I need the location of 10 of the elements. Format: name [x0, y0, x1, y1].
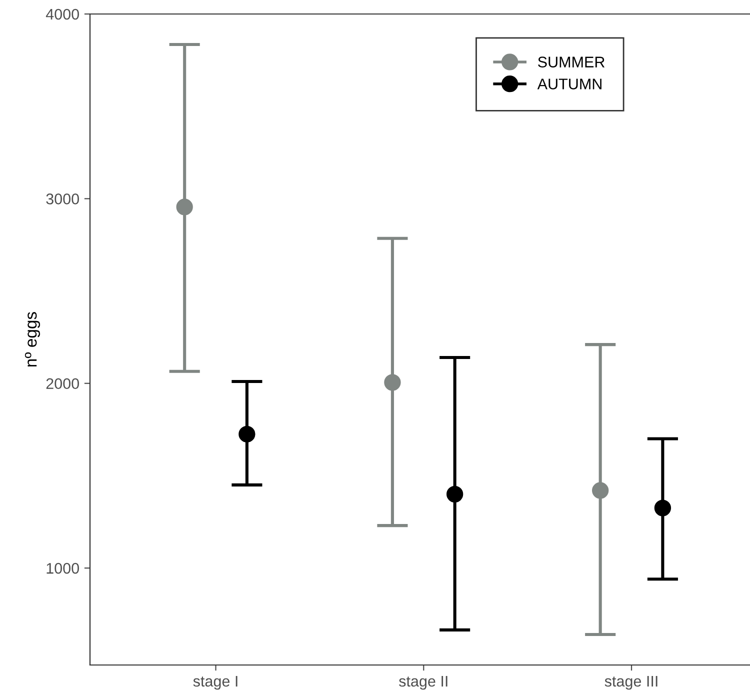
y-tick-label: 3000: [46, 194, 79, 204]
y-tick-label: 4000: [46, 8, 79, 20]
y-tick-label: 2000: [46, 378, 79, 390]
x-tick-label: stage I: [193, 676, 238, 690]
x-tick-label: stage III: [604, 676, 658, 690]
legend-label: AUTUMN: [537, 78, 602, 90]
y-tick-label: 1000: [46, 562, 79, 574]
legend-label: SUMMER: [538, 56, 605, 68]
x-tick-label: stage II: [399, 676, 448, 690]
y-axis-title: nº eggs: [24, 312, 40, 366]
